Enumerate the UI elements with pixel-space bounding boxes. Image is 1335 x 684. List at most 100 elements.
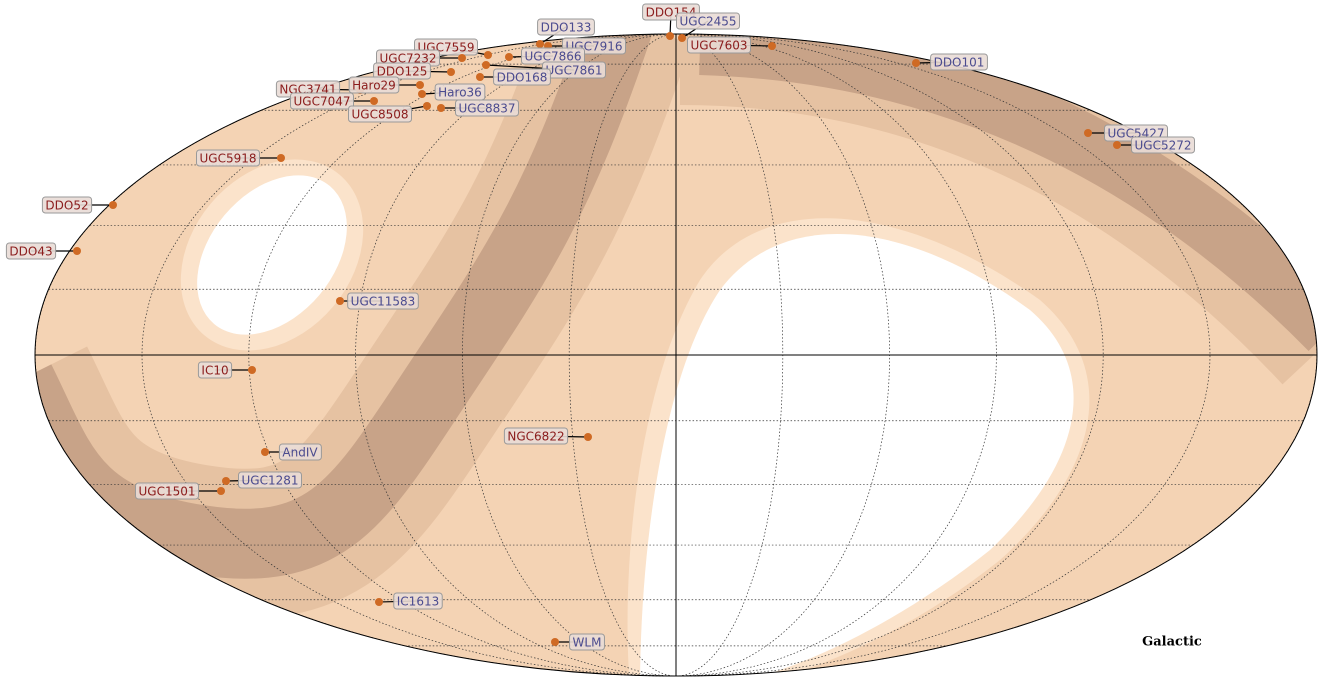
label-box [290,92,354,110]
galaxy-point [73,247,81,255]
galaxy-point [423,102,431,110]
meridian [141,33,1211,677]
galaxy-label: UGC7603 [691,39,748,53]
galaxy-label: UGC1281 [242,474,299,488]
galaxy-label: IC1613 [397,595,439,609]
galaxy-point [768,42,776,50]
galaxy-point [261,448,269,456]
galaxy-marker: UGC7603 [687,36,776,54]
galaxy-point [248,366,256,374]
galaxy-marker: DDO52 [41,196,117,214]
galaxy-point [370,97,378,105]
galaxy-point [222,477,230,485]
galaxy-point [476,73,484,81]
galaxy-point [484,51,492,59]
label-box [455,99,519,117]
galaxy-point [505,53,513,61]
galaxy-marker: UGC5272 [1113,136,1195,154]
galaxy-point [536,40,544,48]
galaxy-label: Haro29 [352,79,396,93]
label-box [135,482,199,500]
galaxy-label: UGC7232 [380,52,437,66]
galaxy-point [1113,141,1121,149]
galaxy-label: UGC8837 [459,102,516,116]
label-box [348,76,400,94]
galaxy-point [375,598,383,606]
galaxy-point [336,297,344,305]
label-box [930,53,988,71]
galaxy-label: DDO52 [45,199,88,213]
galaxy-marker: DDO43 [5,242,81,260]
galaxy-marker: IC10 [197,361,256,379]
label-box [493,68,551,86]
label-box [503,427,569,445]
galaxy-marker: DDO101 [912,53,988,71]
galaxy-point [584,433,592,441]
label-box [5,242,57,260]
galaxy-label: UGC5272 [1135,139,1192,153]
label-box [348,105,412,123]
galaxy-point [551,638,559,646]
galaxy-label: DDO133 [541,21,592,35]
galaxy-marker: DDO125 [373,62,455,80]
galaxy-point [416,81,424,89]
frame-title: Galactic [1142,635,1202,650]
galaxy-marker: UGC8837 [437,99,519,117]
galaxy-label: UGC7866 [525,50,582,64]
galaxy-label: UGC11583 [351,295,416,309]
galaxy-label: IC10 [201,364,228,378]
galaxy-marker: UGC11583 [336,292,419,310]
label-box [347,292,419,310]
galaxy-marker: UGC8508 [348,102,431,123]
galaxy-point [1084,129,1092,137]
label-box [278,443,322,461]
galaxy-label: UGC2455 [680,15,737,29]
galaxy-marker: IC1613 [375,592,443,610]
galaxy-label: AndIV [282,446,318,460]
galaxy-point [217,487,225,495]
galaxy-marker: UGC2455 [676,12,740,42]
galaxy-point [912,59,920,67]
label-box [373,62,431,80]
label-box [41,196,93,214]
label-box [196,149,260,167]
galaxy-label: UGC1501 [139,485,196,499]
label-box [687,36,751,54]
galaxy-label: UGC7861 [546,64,603,78]
galaxy-label: Haro36 [438,86,482,100]
galaxy-marker: UGC7866 [505,47,585,65]
label-box [676,12,740,30]
galaxy-label: UGC7047 [294,95,351,109]
galaxy-point [109,201,117,209]
galaxy-label: UGC8508 [352,108,409,122]
galaxy-point [447,68,455,76]
label-box [197,361,233,379]
galaxy-label: DDO168 [497,71,548,85]
label-box [569,633,605,651]
galaxy-marker: DDO133 [536,18,595,48]
galaxy-marker: Haro29 [348,76,424,94]
galaxy-point [458,54,466,62]
galaxy-marker: UGC5918 [196,149,285,167]
galaxy-marker: Haro36 [418,83,486,101]
label-box [1131,136,1195,154]
galaxy-marker: AndIV [261,443,322,461]
galaxy-marker: UGC7232 [376,49,466,67]
galaxy-point [277,154,285,162]
galaxy-point [678,34,686,42]
galaxy-marker: UGC1501 [135,482,225,500]
galaxy-label: DDO101 [934,56,985,70]
galaxy-point [482,61,490,69]
galaxy-marker: NGC6822 [503,427,592,445]
galaxy-marker: UGC1281 [222,471,302,489]
galaxy-label: NGC6822 [507,430,564,444]
galaxy-label: DDO125 [377,65,428,79]
galaxy-point [666,32,674,40]
galaxy-point [437,104,445,112]
label-box [537,18,595,36]
galaxy-marker: DDO168 [476,68,551,86]
galaxy-label: DDO43 [9,245,52,259]
